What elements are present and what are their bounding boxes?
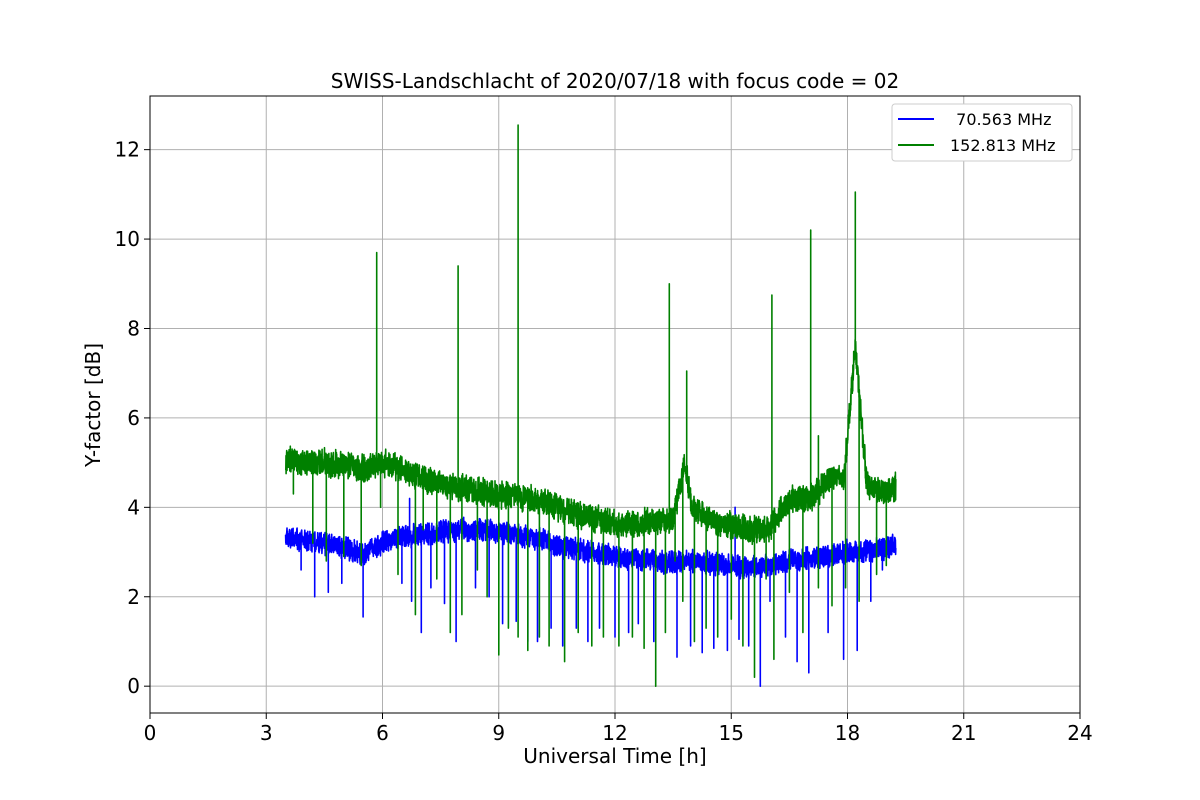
legend-box: [891, 103, 1073, 162]
y-tick-label: 2: [127, 585, 140, 609]
y-tick-label: 8: [127, 316, 140, 340]
legend-label-series-1: 70.563 MHz: [946, 110, 1051, 129]
x-tick-label: 24: [1067, 721, 1092, 745]
series-layer: [284, 124, 897, 687]
y-axis: 0 2 4 6 8 10 12: [115, 138, 150, 698]
grid: [149, 96, 1081, 713]
x-tick-label: 18: [835, 721, 860, 745]
series-line-2: [284, 124, 897, 687]
y-tick-label: 0: [127, 674, 140, 698]
x-tick-label: 21: [951, 721, 976, 745]
x-tick-label: 9: [492, 721, 505, 745]
x-tick-label: 12: [602, 721, 627, 745]
x-axis-label: Universal Time [h]: [523, 744, 706, 768]
x-axis: 0 3 6 9 12 15 18 21 24: [144, 713, 1093, 745]
x-tick-label: 3: [260, 721, 273, 745]
y-axis-label: Y-factor [dB]: [81, 343, 105, 468]
legend-label-series-2: 152.813 MHz: [950, 136, 1055, 155]
series-line-1: [284, 497, 897, 687]
y-tick-label: 4: [127, 495, 140, 519]
chart-title: SWISS-Landschlacht of 2020/07/18 with fo…: [331, 69, 899, 93]
x-tick-label: 0: [144, 721, 157, 745]
legend: 70.563 MHz 152.813 MHz: [891, 103, 1073, 162]
y-tick-label: 12: [115, 138, 140, 162]
y-tick-label: 6: [127, 406, 140, 430]
x-tick-label: 6: [376, 721, 389, 745]
x-tick-label: 15: [719, 721, 744, 745]
y-tick-label: 10: [115, 227, 140, 251]
